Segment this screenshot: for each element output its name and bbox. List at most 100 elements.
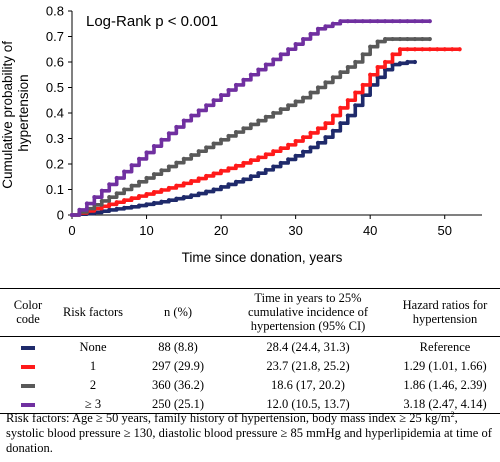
y-axis-label: Cumulative probability of hypertension: [0, 37, 31, 189]
data-point: [241, 77, 246, 82]
data-point: [211, 141, 216, 146]
data-point: [144, 191, 149, 197]
data-point: [390, 19, 395, 24]
data-point: [248, 72, 254, 77]
series-risk-3: [69, 19, 432, 218]
data-point: [263, 167, 268, 172]
y-tick-label: 0: [57, 208, 64, 223]
data-point: [233, 130, 239, 135]
data-point: [136, 194, 142, 199]
data-point: [84, 201, 90, 206]
data-point: [286, 157, 291, 162]
data-point: [114, 175, 119, 181]
data-point: [412, 59, 418, 65]
data-point: [420, 36, 425, 42]
data-point: [218, 168, 224, 173]
col-header-hr: Hazard ratios for hypertension: [390, 288, 500, 337]
x-tick-label: 30: [288, 223, 302, 238]
data-point: [345, 98, 350, 103]
data-point: [330, 21, 336, 26]
data-point: [181, 118, 186, 123]
data-point: [315, 140, 321, 145]
risk-cell: 2: [89, 377, 97, 392]
y-axis-label-line-2: hypertension: [16, 74, 31, 151]
data-point: [211, 171, 216, 176]
data-point: [442, 47, 447, 52]
data-point: [360, 82, 365, 88]
data-point: [263, 152, 268, 157]
risk-cell: None: [79, 339, 107, 354]
data-point: [204, 189, 209, 194]
risk-table: Color code Risk factors n (%) Time in ye…: [0, 288, 500, 414]
data-point: [293, 153, 298, 158]
log-rank-annotation: Log-Rank p < 0.001: [86, 13, 218, 30]
y-tick-label: 0.6: [46, 55, 64, 70]
data-point: [353, 90, 358, 95]
y-tick-label: 0.4: [46, 106, 64, 121]
data-point: [107, 195, 112, 200]
data-point: [159, 168, 164, 173]
data-point: [226, 182, 231, 187]
data-point: [293, 99, 298, 104]
data-point: [174, 183, 179, 188]
data-point: [293, 138, 298, 144]
data-point: [211, 187, 216, 192]
data-point: [122, 205, 127, 210]
data-point: [129, 183, 134, 188]
data-point: [107, 202, 112, 207]
data-point: [122, 198, 127, 203]
data-point: [218, 93, 224, 98]
table-row: 2 360 (36.2) 18.6 (17, 20.2) 1.86 (1.46,…: [0, 375, 500, 394]
data-point: [181, 156, 186, 161]
y-tick-label: 0.8: [46, 4, 64, 19]
y-tick-label: 0.5: [46, 80, 64, 95]
data-point: [315, 85, 321, 90]
n-cell: 360 (36.2): [151, 377, 205, 392]
data-point: [457, 47, 462, 52]
data-point: [405, 19, 410, 24]
table-row: None 88 (8.8) 28.4 (24.4, 31.3) Referenc…: [0, 337, 500, 357]
data-point: [278, 52, 283, 57]
data-point: [323, 80, 328, 85]
data-point: [368, 72, 373, 77]
series-risk-0: [69, 59, 418, 218]
data-point: [233, 179, 239, 184]
data-point: [412, 47, 418, 52]
data-point: [136, 203, 142, 208]
data-point: [330, 75, 336, 80]
series-step-line: [70, 19, 432, 217]
hr-cell: Reference: [419, 339, 471, 354]
table-row: 1 297 (29.9) 23.7 (21.8, 25.2) 1.29 (1.0…: [0, 356, 500, 375]
data-point: [136, 156, 142, 161]
data-point: [159, 187, 164, 193]
data-point: [323, 135, 328, 140]
data-point: [114, 206, 119, 211]
data-point: [330, 128, 336, 133]
data-point: [308, 130, 313, 135]
data-point: [397, 19, 403, 24]
color-swatch: [21, 345, 35, 350]
data-point: [293, 42, 298, 47]
data-point: [107, 182, 112, 187]
n-cell: 250 (25.1): [130, 394, 226, 414]
data-point: [218, 184, 224, 190]
data-point: [159, 199, 164, 204]
data-point: [263, 114, 268, 119]
data-point: [435, 47, 440, 52]
data-point: [114, 191, 119, 196]
data-point: [211, 98, 216, 103]
data-point: [323, 24, 328, 29]
data-point: [226, 166, 231, 171]
hr-cell: 1.86 (1.46, 2.39): [403, 377, 487, 392]
data-point: [159, 137, 164, 142]
footnote-text-2: , systolic blood pressure ≥ 130, diastol…: [6, 411, 492, 455]
svg-text:Cumulative probability of: Cumulative probability of hypertension: [0, 37, 31, 189]
table-row: ≥ 3 250 (25.1) 12.0 (10.5, 13.7) 3.18 (2…: [0, 394, 500, 414]
data-point: [300, 135, 306, 140]
data-point: [353, 59, 358, 65]
data-point: [382, 36, 388, 42]
data-point: [412, 36, 418, 42]
km-chart: 0 10 20 30 40 50 0 0.1 0.2 0.3 0.4 0.5 0.6 0.7 0.8 Log…: [0, 4, 482, 265]
y-tick-label: 0.2: [46, 157, 64, 172]
data-point: [368, 19, 373, 24]
